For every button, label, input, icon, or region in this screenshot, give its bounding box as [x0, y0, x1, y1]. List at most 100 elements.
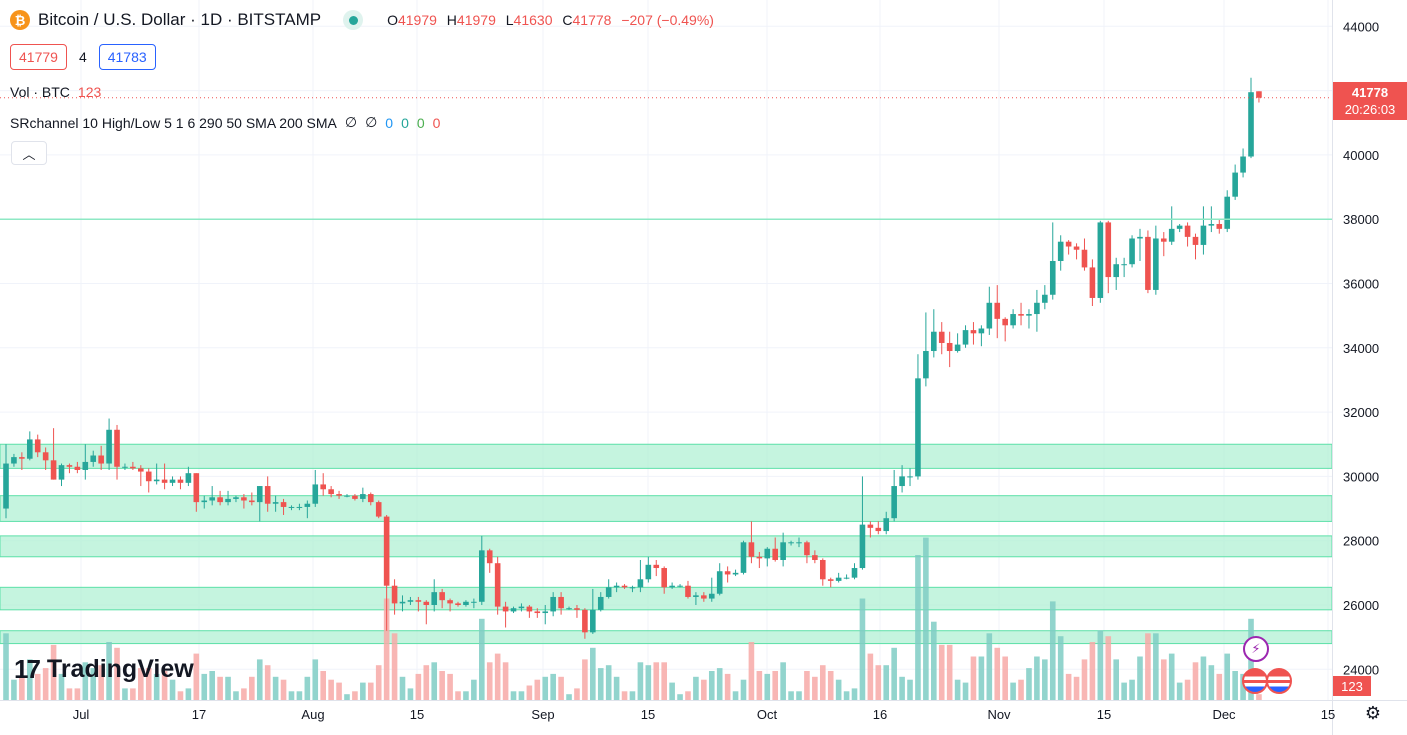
- sr-value: 0: [385, 114, 394, 131]
- candles: [3, 77, 1262, 639]
- us-flag-event-icon[interactable]: [1242, 668, 1268, 694]
- candle-body: [312, 484, 319, 504]
- price-tick-label: 30000: [1343, 469, 1379, 484]
- volume-bar: [288, 691, 295, 700]
- gear-icon[interactable]: ⚙: [1364, 702, 1382, 723]
- candle-body: [185, 473, 192, 483]
- time-tick-label: Jul: [73, 707, 90, 722]
- price-tick-label: 32000: [1343, 405, 1379, 420]
- candle-body: [637, 579, 644, 588]
- candle-body: [558, 596, 564, 609]
- volume-bar: [3, 633, 9, 700]
- volume-bar: [962, 682, 969, 700]
- candle-body: [931, 331, 937, 352]
- volume-bar: [1145, 633, 1151, 700]
- volume-bar: [106, 642, 112, 700]
- volume-bar: [264, 665, 271, 700]
- candle-body: [74, 466, 81, 470]
- candle-body: [320, 484, 326, 490]
- candle-body: [1216, 224, 1223, 229]
- candle-body: [383, 516, 390, 586]
- candle-body: [122, 466, 128, 468]
- candle-body: [58, 465, 65, 480]
- candle-body: [502, 606, 509, 612]
- candle-body: [986, 302, 993, 329]
- price-tick-label: 40000: [1343, 148, 1379, 163]
- candle-body: [1248, 92, 1254, 157]
- volume-bar: [336, 682, 342, 700]
- candle-body: [534, 611, 541, 614]
- candle-body: [962, 330, 969, 345]
- volume-bar: [653, 662, 660, 700]
- volume-bar: [367, 682, 374, 700]
- candle-body: [1224, 196, 1231, 229]
- candle-body: [542, 611, 549, 614]
- market-status-icon[interactable]: [343, 10, 364, 30]
- volume-bar: [58, 673, 65, 700]
- time-tick-label: 17: [192, 707, 206, 722]
- time-tick-label: 15: [1097, 707, 1111, 722]
- candle-body: [407, 600, 414, 602]
- volume-bar: [1057, 636, 1064, 700]
- last-price-label: 41778 20:26:03: [1333, 82, 1407, 120]
- volume-bar: [986, 633, 993, 700]
- candle-body: [455, 603, 461, 605]
- candle-body: [1097, 222, 1104, 298]
- lightning-icon[interactable]: ⚡: [1243, 636, 1269, 662]
- volume-bar: [42, 668, 49, 700]
- sr-value: 0: [416, 114, 425, 131]
- buy-button[interactable]: 41783: [98, 44, 156, 70]
- volume-bar: [1121, 682, 1127, 700]
- time-axis[interactable]: Jul 17 Aug 15 Sep 15 Oct 16 Nov 15 Dec 15: [0, 700, 1407, 723]
- candle-body: [677, 585, 683, 587]
- candle-body: [566, 608, 572, 610]
- volume-bar: [312, 659, 319, 700]
- candle-body: [1026, 314, 1032, 316]
- candle-body: [708, 593, 715, 599]
- volume-bar: [360, 682, 366, 700]
- candle-body: [938, 331, 945, 343]
- candle-body: [153, 479, 160, 482]
- volume-bar: [574, 688, 580, 700]
- srchannel-legend[interactable]: SRchannel 10 High/Low 5 1 6 290 50 SMA 2…: [10, 114, 440, 131]
- collapse-legend-button[interactable]: ︿: [11, 141, 47, 165]
- quote-panel: 41779 4 41783: [10, 44, 156, 70]
- volume-bar: [629, 691, 636, 700]
- candle-body: [280, 502, 287, 507]
- volume-bar: [1113, 659, 1119, 700]
- candle-body: [701, 595, 707, 599]
- candle-body: [669, 585, 675, 588]
- candle-body: [42, 452, 49, 461]
- volume-legend[interactable]: Vol · BTC 123: [10, 84, 101, 100]
- tradingview-logo[interactable]: 17 TradingView: [14, 654, 194, 685]
- candle-body: [629, 587, 636, 589]
- volume-bar: [701, 679, 707, 700]
- volume-bar: [145, 668, 152, 700]
- volume-bar: [82, 662, 89, 700]
- sr-value: 0: [432, 114, 441, 131]
- candle-body: [19, 457, 25, 459]
- candle-body: [415, 600, 422, 602]
- candle-body: [114, 429, 120, 467]
- volume-bar: [479, 618, 485, 700]
- volume-bar: [1153, 633, 1159, 700]
- volume-bar: [915, 555, 921, 700]
- time-tick-label: Sep: [531, 707, 554, 722]
- volume-bar: [1216, 673, 1223, 700]
- symbol-title[interactable]: Bitcoin / U.S. Dollar · 1D · BITSTAMP: [38, 10, 322, 29]
- candle-body: [597, 596, 604, 610]
- volume-bar: [431, 662, 438, 700]
- time-tick-label: 15: [410, 707, 424, 722]
- volume-bar: [439, 671, 445, 700]
- volume-bar: [201, 673, 208, 700]
- candle-body: [1192, 236, 1199, 245]
- candle-body: [1240, 156, 1246, 173]
- candle-body: [1160, 238, 1167, 242]
- sell-button[interactable]: 41779: [10, 44, 67, 70]
- us-flag-event-icon[interactable]: [1266, 668, 1292, 694]
- candle-body: [471, 601, 477, 603]
- candle-body: [843, 577, 850, 579]
- candle-body: [1184, 225, 1191, 237]
- volume-bar: [1137, 656, 1143, 700]
